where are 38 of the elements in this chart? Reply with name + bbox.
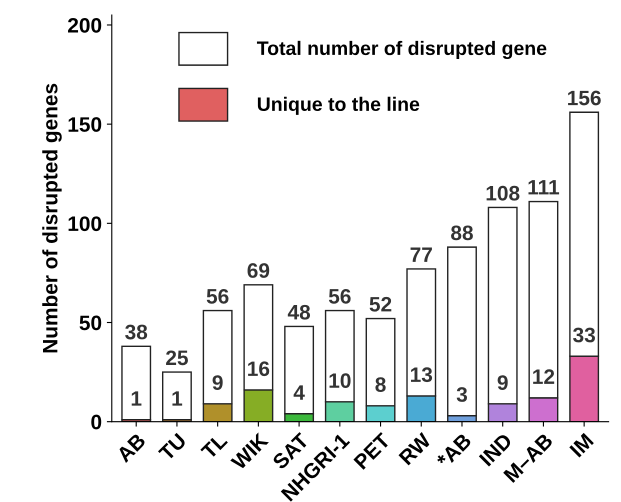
data-label: 12	[533, 369, 554, 384]
y-tick-label: 150	[68, 117, 102, 132]
x-tick-label: RW	[398, 432, 432, 466]
total-label: 52	[370, 296, 392, 312]
legend-label: Total number of disrupted gene	[256, 40, 546, 60]
x-tick-label: *AB	[436, 432, 472, 470]
y-tick-label: 0	[91, 414, 102, 430]
data-label: 10	[330, 373, 351, 388]
x-tick-label: TL	[200, 432, 228, 460]
data-label: 1	[132, 391, 142, 406]
data-label: 33	[573, 328, 595, 342]
data-label: 8	[375, 377, 386, 392]
data-label: 4	[294, 385, 305, 400]
total-label: 69	[248, 263, 270, 278]
total-label: 108	[486, 186, 520, 201]
x-tick-label: IM	[569, 432, 594, 458]
data-label: 9	[498, 375, 508, 390]
total-label: 156	[568, 90, 601, 106]
y-tick-label: 100	[68, 216, 102, 232]
y-tick-label: 200	[68, 18, 102, 33]
y-tick-label: 50	[80, 316, 102, 330]
total-label: 56	[328, 288, 351, 304]
total-label: 88	[451, 225, 473, 240]
data-label: 13	[410, 367, 432, 382]
x-tick-label: AB	[116, 432, 146, 463]
total-label: 25	[166, 350, 188, 366]
data-label: 16	[248, 361, 270, 376]
y-axis-title: Number of disrupted genes	[42, 84, 62, 352]
total-label: 77	[410, 248, 432, 262]
x-tick-label: TU	[158, 432, 187, 462]
total-label: 38	[125, 324, 148, 340]
total-label: 56	[206, 288, 228, 304]
data-label: 9	[212, 375, 223, 390]
data-label: 1	[172, 391, 182, 406]
legend-label: Unique to the line	[258, 96, 420, 115]
total-label: 48	[288, 304, 310, 320]
total-label: 111	[528, 180, 560, 194]
data-label: 3	[456, 387, 468, 402]
